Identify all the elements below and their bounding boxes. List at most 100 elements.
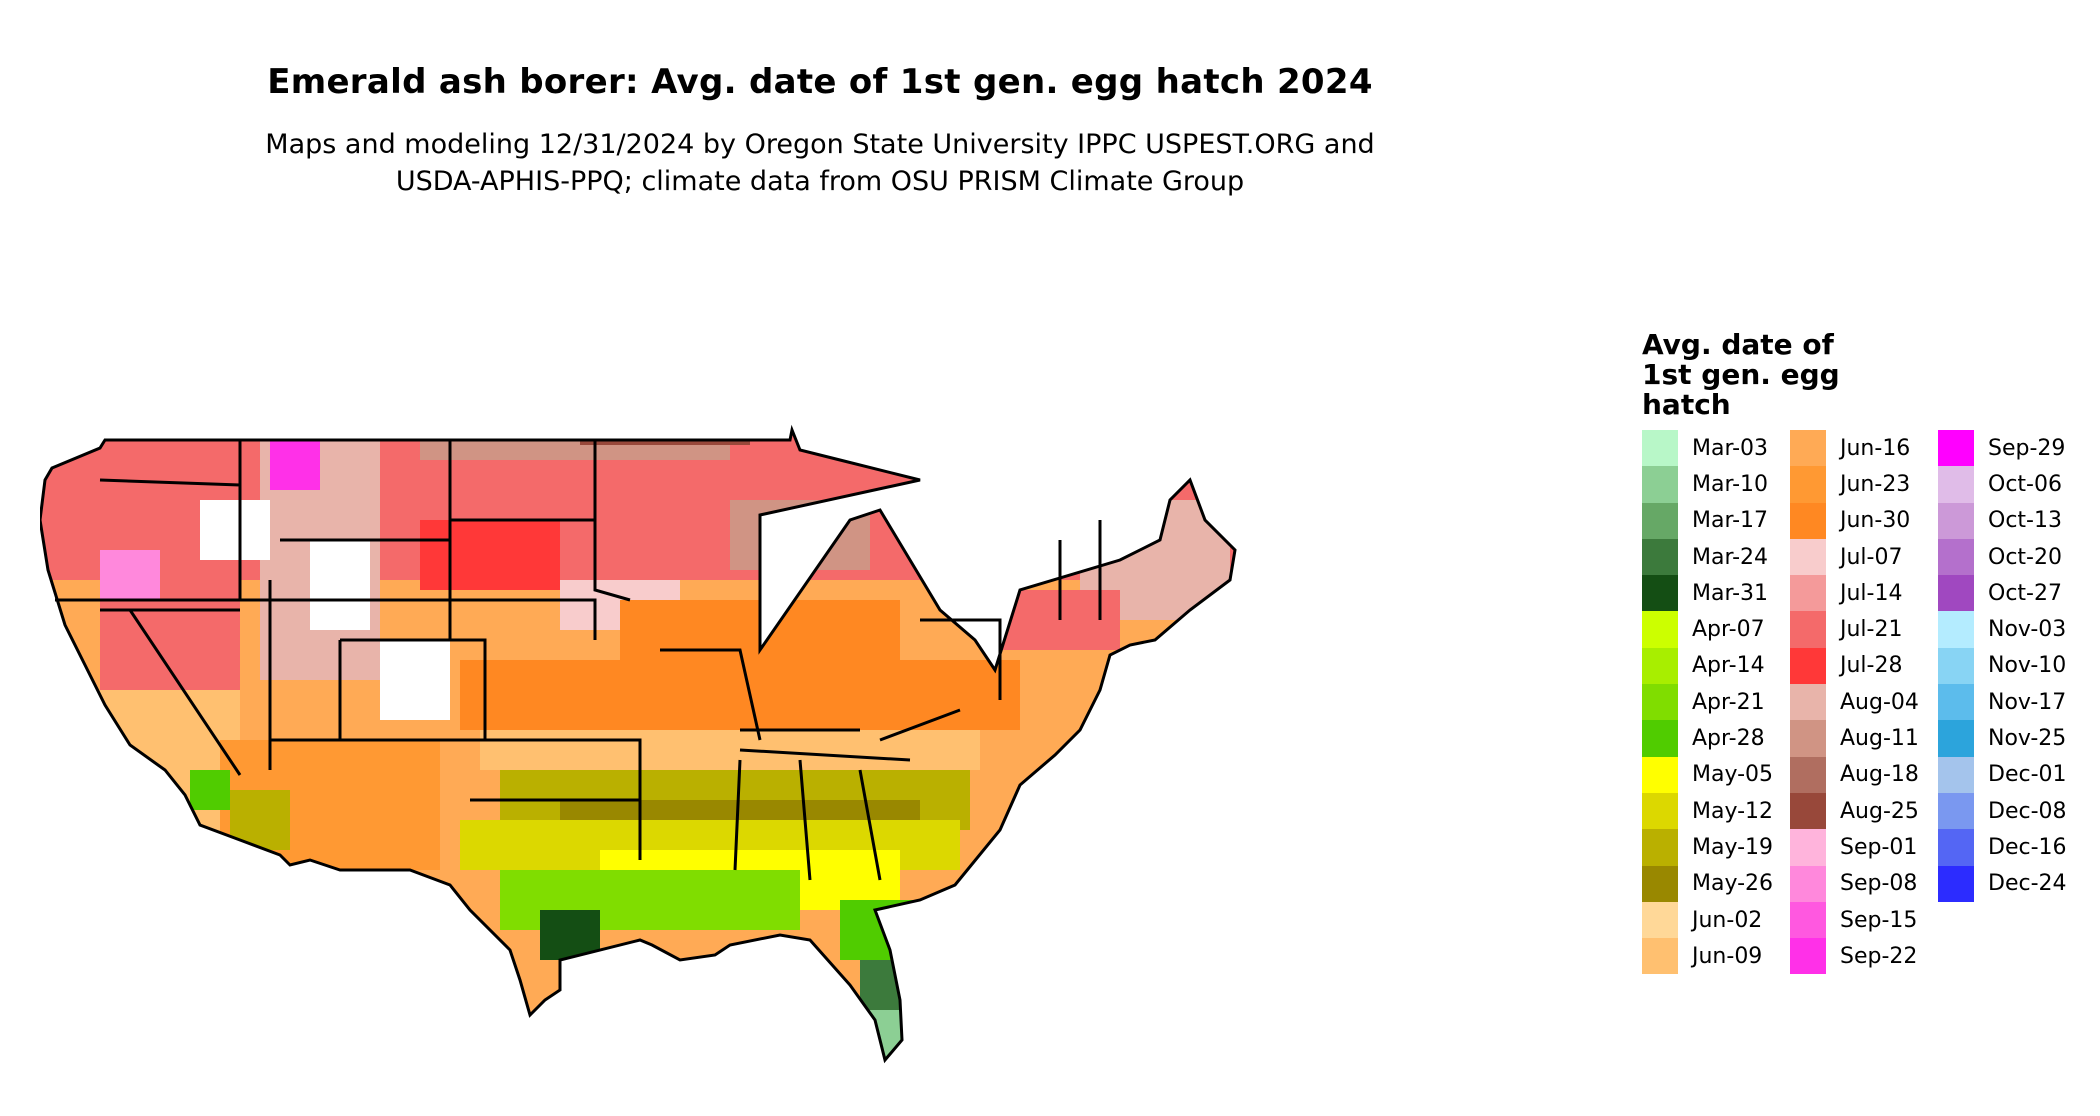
legend-swatch [1790, 466, 1826, 503]
legend-label: Jul-07 [1840, 544, 1903, 570]
legend-item: Mar-10 [1642, 466, 1773, 503]
legend-swatch [1642, 720, 1678, 757]
legend-column-1: Mar-03 Mar-10 Mar-17 Mar-24 Mar-31 Apr-07 Apr-… [1642, 430, 1774, 975]
legend-label: Nov-17 [1988, 689, 2067, 715]
legend-label: Jul-21 [1840, 617, 1903, 643]
map-shading [40, 428, 1237, 1062]
legend-label: Mar-31 [1692, 580, 1769, 606]
legend-label: Jun-30 [1840, 508, 1911, 534]
legend-columns: Mar-03 Mar-10 Mar-17 Mar-24 Mar-31 Apr-07 Apr-… [1642, 430, 2100, 990]
legend-swatch [1938, 430, 1974, 467]
legend-swatch [1790, 829, 1826, 866]
legend-swatch [1642, 611, 1678, 648]
legend-item: Mar-17 [1642, 502, 1773, 539]
legend-label: Aug-04 [1840, 689, 1919, 715]
legend-label: Oct-20 [1988, 544, 2062, 570]
legend-swatch [1642, 829, 1678, 866]
legend-swatch [1642, 575, 1678, 612]
legend-item: Oct-20 [1938, 538, 2067, 576]
legend-label: Oct-27 [1988, 580, 2062, 606]
legend-label: Mar-24 [1692, 544, 1769, 570]
legend-swatch [1790, 538, 1826, 576]
legend-item: Aug-18 [1790, 756, 1919, 793]
legend-title-line-3: hatch [1642, 388, 1731, 421]
legend-item: Oct-13 [1938, 502, 2067, 539]
legend-label: Nov-10 [1988, 653, 2067, 679]
legend-label: Sep-29 [1988, 435, 2066, 461]
legend-label: Oct-06 [1988, 471, 2062, 497]
legend-item: Jul-21 [1790, 611, 1919, 648]
legend-swatch [1642, 865, 1678, 902]
legend-swatch [1642, 901, 1678, 939]
legend-swatch [1938, 502, 1974, 539]
legend-label: Sep-22 [1840, 943, 1918, 969]
legend-label: Aug-18 [1840, 762, 1919, 788]
legend-swatch [1938, 575, 1974, 612]
legend-item: Sep-01 [1790, 829, 1919, 866]
legend-label: Mar-17 [1692, 508, 1769, 534]
legend-label: Oct-13 [1988, 508, 2062, 534]
legend-swatch [1642, 792, 1678, 830]
legend-item: Mar-31 [1642, 575, 1773, 612]
legend-item: Jul-07 [1790, 538, 1919, 576]
legend-label: May-19 [1692, 834, 1774, 860]
legend-swatch [1642, 430, 1678, 467]
legend-swatch [1938, 720, 1974, 757]
legend-item: Apr-07 [1642, 611, 1773, 648]
legend-item: Jun-16 [1790, 430, 1919, 467]
legend-swatch [1938, 865, 1974, 902]
legend-label: Sep-15 [1840, 907, 1918, 933]
legend-swatch [1938, 792, 1974, 830]
legend-swatch [1938, 829, 1974, 866]
legend-swatch [1642, 466, 1678, 503]
legend-label: Nov-03 [1988, 617, 2067, 643]
legend-swatch [1790, 865, 1826, 902]
legend-item: Mar-03 [1642, 430, 1773, 467]
legend-label: Jun-09 [1692, 943, 1763, 969]
legend-swatch [1642, 647, 1678, 685]
legend-label: May-26 [1692, 871, 1774, 897]
legend-swatch [1790, 684, 1826, 721]
legend-swatch [1642, 538, 1678, 576]
legend-item: Apr-21 [1642, 684, 1773, 721]
legend-label: Aug-11 [1840, 726, 1919, 752]
legend-item: May-05 [1642, 756, 1774, 793]
legend: Avg. date of 1st gen. egg hatch Mar-03 Ma… [1642, 330, 2067, 975]
legend-item: May-26 [1642, 865, 1774, 902]
legend-swatch [1790, 792, 1826, 830]
legend-label: Jun-16 [1840, 435, 1911, 461]
legend-item: Oct-27 [1938, 575, 2067, 612]
legend-title-line-1: Avg. date of [1642, 328, 1834, 361]
legend-title: Avg. date of 1st gen. egg hatch [1642, 330, 1902, 420]
legend-swatch [1790, 720, 1826, 757]
legend-label: Aug-25 [1840, 798, 1919, 824]
legend-item: Aug-04 [1790, 684, 1919, 721]
legend-swatch [1938, 684, 1974, 721]
legend-swatch [1790, 430, 1826, 467]
legend-swatch [1790, 502, 1826, 539]
legend-item: Apr-14 [1642, 647, 1773, 685]
legend-item: Aug-25 [1790, 792, 1919, 830]
legend-swatch [1938, 466, 1974, 503]
legend-label: Mar-03 [1692, 435, 1769, 461]
legend-swatch [1790, 901, 1826, 939]
state-borders [40, 428, 1237, 1062]
legend-swatch [1790, 756, 1826, 793]
legend-swatch [1642, 938, 1678, 975]
legend-item: Jul-14 [1790, 575, 1919, 612]
legend-item: Jun-30 [1790, 502, 1919, 539]
legend-label: Jun-02 [1692, 907, 1763, 933]
legend-label: Jul-14 [1840, 580, 1903, 606]
legend-label: Apr-14 [1692, 653, 1765, 679]
legend-item: Sep-08 [1790, 865, 1919, 902]
legend-label: May-05 [1692, 762, 1774, 788]
legend-item: Sep-29 [1938, 430, 2067, 467]
legend-label: Jul-28 [1840, 653, 1903, 679]
legend-item: Nov-03 [1938, 611, 2067, 648]
legend-title-line-2: 1st gen. egg [1642, 358, 1840, 391]
legend-item: Aug-11 [1790, 720, 1919, 757]
legend-label: Apr-07 [1692, 617, 1765, 643]
legend-item: Mar-24 [1642, 538, 1773, 576]
legend-item: Oct-06 [1938, 466, 2067, 503]
map-subtitle: Maps and modeling 12/31/2024 by Oregon S… [0, 126, 1640, 200]
